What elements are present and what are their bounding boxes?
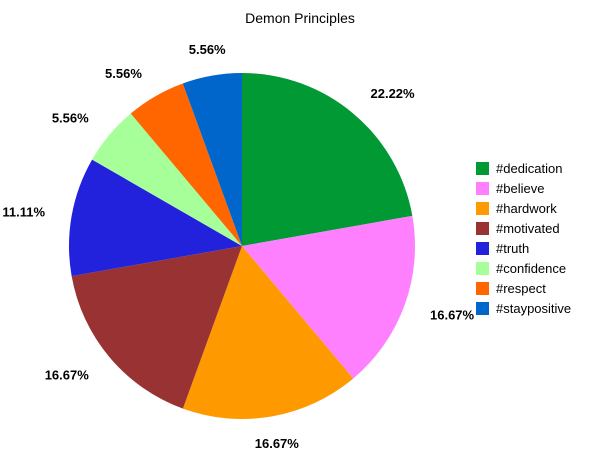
pie-slice-respect: [130, 83, 242, 246]
legend-swatch-confidence: [476, 262, 489, 275]
legend-swatch-dedication: [476, 162, 489, 175]
legend-swatch-respect: [476, 282, 489, 295]
pie-slice-hardwork: [182, 246, 354, 419]
legend-swatch-believe: [476, 182, 489, 195]
pie-slice-dedication: [242, 73, 413, 246]
slice-label-dedication: 22.22%: [371, 86, 416, 101]
slice-label-truth: 11.11%: [2, 204, 45, 219]
slice-label-respect: 5.56%: [105, 66, 142, 81]
legend-label-dedication: #dedication: [496, 161, 563, 176]
legend-label-respect: #respect: [496, 281, 546, 296]
pie-slice-believe: [242, 215, 416, 379]
legend-label-confidence: #confidence: [496, 261, 566, 276]
legend-swatch-motivated: [476, 222, 489, 235]
legend-label-staypositive: #staypositive: [496, 301, 571, 316]
slice-label-motivated: 16.67%: [45, 368, 90, 383]
pie-slice-motivated: [71, 246, 242, 409]
legend-swatch-staypositive: [476, 302, 489, 315]
pie-slice-confidence: [92, 113, 243, 247]
slice-labels: 22.22% 16.67% 16.67% 16.67% 11.11% 5.56% 5.56%…: [2, 42, 474, 451]
legend: #dedication #believe #hardwork #motivated #t…: [476, 161, 571, 316]
pie-slices: [68, 73, 416, 419]
slice-label-believe: 16.67%: [430, 307, 475, 322]
pie-slice-staypositive: [182, 73, 242, 246]
legend-swatch-truth: [476, 242, 489, 255]
legend-label-motivated: #motivated: [496, 221, 560, 236]
legend-label-truth: #truth: [496, 241, 529, 256]
slice-label-staypositive: 5.56%: [189, 42, 226, 57]
slice-label-hardwork: 16.67%: [255, 436, 300, 451]
chart-title: Demon Principles: [245, 10, 355, 26]
pie-slice-truth: [68, 159, 242, 277]
legend-swatch-hardwork: [476, 202, 489, 215]
legend-label-hardwork: #hardwork: [496, 201, 557, 216]
slice-label-confidence: 5.56%: [52, 111, 89, 126]
legend-label-believe: #believe: [496, 181, 544, 196]
